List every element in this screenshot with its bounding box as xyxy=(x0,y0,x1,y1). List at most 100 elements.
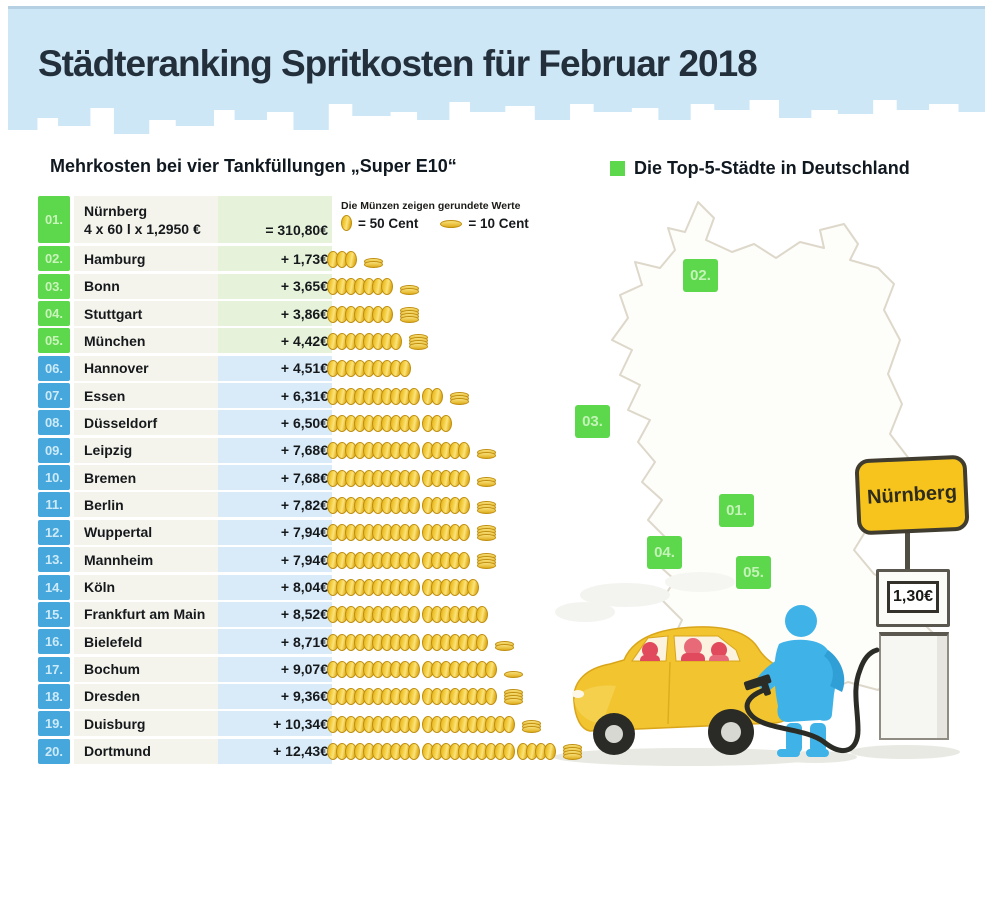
exhaust-cloud xyxy=(665,572,735,592)
coin-legend-note: Die Münzen zeigen gerundete Werte xyxy=(341,200,521,212)
rank-badge: 13. xyxy=(38,547,70,573)
coin-50-icon xyxy=(408,579,420,596)
city-skyline-silhouette xyxy=(8,100,985,155)
coin-50-icon xyxy=(485,661,497,679)
city-name-cell: Leipzig xyxy=(74,437,218,463)
coin-50-icon xyxy=(408,469,420,487)
rank-badge: 06. xyxy=(38,355,70,381)
city-name: Mannheim xyxy=(84,551,154,568)
coin-50-icon xyxy=(408,715,420,733)
rank-badge: 14. xyxy=(38,574,70,600)
city-name-cell: Bremen xyxy=(74,465,218,491)
coin-row xyxy=(327,441,496,460)
city-name: Duisburg xyxy=(84,715,146,732)
page-title: Städteranking Spritkosten für Februar 20… xyxy=(38,43,758,84)
coin-row xyxy=(327,660,523,679)
city-name-cell: Mannheim xyxy=(74,547,218,573)
rank-badge: 10. xyxy=(38,465,70,491)
coin-50-icon xyxy=(381,305,393,323)
rank-row: 02. Hamburg + 1,73€ xyxy=(38,246,332,272)
coin-50-icon xyxy=(458,524,470,542)
pump-price: 1,30€ xyxy=(892,588,934,605)
map-badge-05: 05. xyxy=(736,556,771,589)
coin-50-icon xyxy=(408,414,420,432)
rank-badge: 12. xyxy=(38,519,70,545)
ground-shadow xyxy=(850,745,960,759)
city-name: Köln xyxy=(84,579,116,595)
exhaust-cloud xyxy=(580,583,670,607)
baseline-calc: 4 x 60 l x 1,2950 € xyxy=(84,220,201,237)
coin-50-icon xyxy=(431,387,443,405)
coin-50-icon xyxy=(408,688,420,706)
city-name-cell: Wuppertal xyxy=(74,519,218,545)
map-badge-04: 04. xyxy=(647,536,682,569)
coin-row xyxy=(327,469,496,487)
rank-row: 14. Köln + 8,04€ xyxy=(38,574,332,600)
coin-10-icon xyxy=(504,698,523,706)
coin-10-stack xyxy=(450,391,469,405)
city-name: Essen xyxy=(84,387,126,404)
rank-row: 19. Duisburg + 10,34€ xyxy=(38,711,332,737)
coin-50-icon xyxy=(440,414,452,432)
rank-row: 08. Düsseldorf + 6,50€ xyxy=(38,410,332,436)
rank-row: 11. Berlin + 7,82€ xyxy=(38,492,332,518)
coin-legend: Die Münzen zeigen gerundete Werte = 50 C… xyxy=(341,200,529,231)
extra-cost-value: + 12,43€ xyxy=(218,738,332,764)
coin-10-stack xyxy=(409,333,428,350)
coin-50-icon xyxy=(345,250,357,268)
coin-10-icon xyxy=(477,534,496,542)
coin-10-icon xyxy=(364,260,383,268)
coin-50-icon xyxy=(408,743,420,761)
top5-legend: Die Top-5-Städte in Deutschland xyxy=(610,158,910,179)
rank-badge: 15. xyxy=(38,601,70,627)
coin-50-icon xyxy=(503,715,515,733)
rank-row: 13. Mannheim + 7,94€ xyxy=(38,547,332,573)
rank-row: 10. Bremen + 7,68€ xyxy=(38,465,332,491)
city-sign-label: Nürnberg xyxy=(866,480,958,509)
rank-row: 17. Bochum + 9,07€ xyxy=(38,656,332,682)
coin-50-icon xyxy=(408,496,420,514)
city-name-cell: Bochum xyxy=(74,656,218,682)
rank-badge: 05. xyxy=(38,328,70,354)
coin-50-icon xyxy=(485,688,497,706)
coin-10-icon xyxy=(522,725,541,733)
coin-10-icon xyxy=(504,671,523,679)
city-name-cell: Frankfurt am Main xyxy=(74,601,218,627)
top5-legend-swatch-icon xyxy=(610,161,625,176)
rank-row: 07. Essen + 6,31€ xyxy=(38,383,332,409)
city-name: Wuppertal xyxy=(84,524,153,541)
coin-50-icon xyxy=(458,442,470,460)
rank-badge: 20. xyxy=(38,738,70,764)
coin-row xyxy=(327,633,514,651)
coin-50-icon xyxy=(476,606,488,624)
rank-badge: 04. xyxy=(38,301,70,326)
coin-legend-50-label: = 50 Cent xyxy=(358,215,419,231)
city-name: Berlin xyxy=(84,496,124,513)
city-name-cell: Berlin xyxy=(74,492,218,518)
coin-50-icon xyxy=(408,442,420,460)
coin-10-icon xyxy=(495,643,514,651)
coin-10-icon xyxy=(563,753,582,761)
sign-post xyxy=(905,531,910,573)
map-badge-03: 03. xyxy=(575,405,610,438)
header-band: Städteranking Spritkosten für Februar 20… xyxy=(8,6,985,155)
extra-cost-value: + 8,04€ xyxy=(218,574,332,600)
city-name: Dresden xyxy=(84,688,141,705)
top5-legend-label: Die Top-5-Städte in Deutschland xyxy=(634,158,910,178)
extra-cost-value: + 6,50€ xyxy=(218,410,332,436)
city-name-cell: Bielefeld xyxy=(74,629,218,655)
city-name: Bielefeld xyxy=(84,633,143,650)
extra-cost-value: + 7,82€ xyxy=(218,492,332,518)
city-sign: Nürnberg xyxy=(854,454,970,536)
rank-badge: 02. xyxy=(38,246,70,272)
rank-row: 09. Leipzig + 7,68€ xyxy=(38,437,332,463)
car-headlight xyxy=(572,690,584,698)
coin-legend-10-label: = 10 Cent xyxy=(468,216,529,231)
city-name: Bremen xyxy=(84,469,137,486)
rank-row: 03. Bonn + 3,65€ xyxy=(38,273,332,299)
coin-row xyxy=(327,387,469,405)
coin-50-icon xyxy=(408,633,420,651)
coin-10-stack xyxy=(477,552,496,569)
coin-10-stack xyxy=(400,306,419,323)
